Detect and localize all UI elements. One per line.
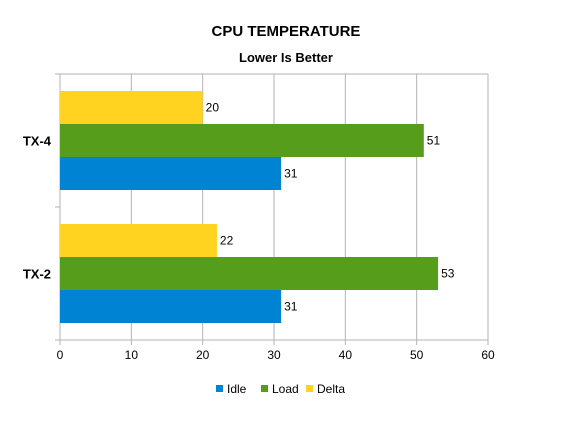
bar-delta — [60, 224, 217, 257]
legend: Idle Load Delta — [216, 382, 345, 396]
x-tick-label: 30 — [267, 348, 281, 362]
x-tick-label: 0 — [57, 348, 64, 362]
category-label: TX-4 — [23, 134, 52, 149]
legend-swatch-idle — [216, 385, 223, 392]
x-tick-label: 10 — [125, 348, 139, 362]
bar-delta — [60, 91, 203, 124]
bars — [60, 91, 439, 323]
data-label: 31 — [284, 167, 298, 181]
data-label: 31 — [284, 300, 298, 314]
x-tick-labels: 0 10 20 30 40 50 60 — [57, 348, 495, 362]
data-label: 53 — [441, 267, 455, 281]
data-label: 22 — [220, 234, 234, 248]
x-tick-label: 20 — [196, 348, 210, 362]
x-tick-label: 60 — [481, 348, 495, 362]
x-tick-label: 40 — [339, 348, 353, 362]
legend-label-delta: Delta — [317, 382, 345, 396]
legend-label-load: Load — [272, 382, 299, 396]
legend-swatch-delta — [306, 385, 313, 392]
legend-swatch-load — [261, 385, 268, 392]
data-labels: 20 51 31 22 53 31 — [206, 101, 455, 314]
category-labels: TX-4 TX-2 — [23, 134, 52, 282]
category-label: TX-2 — [23, 267, 51, 282]
data-label: 20 — [206, 101, 220, 115]
x-tick-label: 50 — [410, 348, 424, 362]
chart-title: CPU TEMPERATURE — [212, 23, 361, 40]
data-label: 51 — [427, 134, 441, 148]
chart-subtitle: Lower Is Better — [239, 50, 333, 65]
bar-load — [60, 124, 424, 157]
bar-load — [60, 257, 439, 290]
bar-idle — [60, 157, 282, 190]
bar-idle — [60, 290, 282, 323]
legend-label-idle: Idle — [227, 382, 247, 396]
